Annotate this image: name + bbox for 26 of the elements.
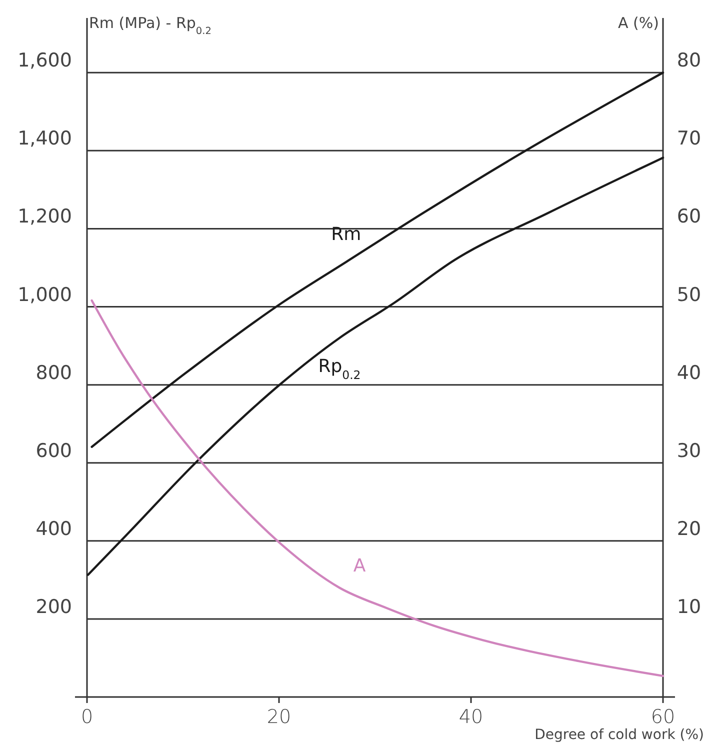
x-tick-label: 40 (458, 706, 484, 728)
y-tick-label: 1,400 (18, 128, 72, 150)
y-tick-label: 400 (36, 518, 72, 540)
x-tick-label: 20 (266, 706, 292, 728)
y-tick-label: 1,600 (18, 50, 72, 72)
y2-tick-label: 50 (676, 284, 702, 306)
y2-tick-label: 30 (676, 440, 702, 462)
y-tick-label: 200 (36, 596, 72, 618)
y2-tick-label: 20 (676, 518, 702, 540)
y2-tick-label: 40 (676, 362, 702, 384)
y2-axis-title: A (%) (618, 14, 659, 32)
x-axis-title: Degree of cold work (%) (534, 727, 704, 743)
y2-tick-label: 80 (676, 50, 702, 72)
x-tick-label: 0 (80, 706, 94, 728)
y-axis-title: Rm (MPa) - Rp$_{0.2}$ (89, 14, 212, 36)
series-label: Rp$_{0.2}$ (318, 356, 361, 382)
y-tick-label: 800 (36, 362, 72, 384)
x-tick-label: 60 (650, 706, 676, 728)
y-tick-label: 1,000 (18, 284, 72, 306)
y-tick-label: 1,200 (18, 206, 72, 228)
y-tick-label: 600 (36, 440, 72, 462)
series-label: Rm (331, 224, 362, 245)
y2-tick-label: 10 (676, 596, 702, 618)
y2-tick-label: 60 (676, 206, 702, 228)
y2-tick-label: 70 (676, 128, 702, 150)
series-label: A (353, 556, 366, 577)
